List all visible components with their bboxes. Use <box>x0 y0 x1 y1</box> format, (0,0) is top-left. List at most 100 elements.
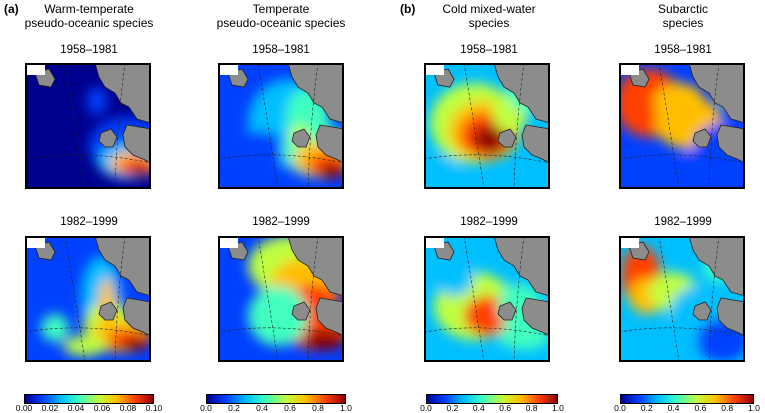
no-data-patch <box>426 65 444 75</box>
period-label: 1958–1981 <box>654 44 712 56</box>
colorbar-tick-label: 0.0 <box>200 403 212 413</box>
no-data-patch <box>220 65 238 75</box>
map-svg <box>424 63 550 189</box>
abundance-patch <box>434 256 474 296</box>
map-svg <box>619 63 745 189</box>
map-frame <box>218 63 344 189</box>
colorbar-tick-label: 0.2 <box>446 403 459 413</box>
colorbar-tick-label: 0.0 <box>420 403 432 413</box>
land-mass <box>497 128 517 148</box>
colorbar-temperate: 0.0 0.2 0.4 0.6 0.8 1.0 <box>200 391 352 413</box>
graticule-line <box>25 154 151 164</box>
no-data-patch <box>27 65 45 75</box>
map-frame <box>424 63 550 189</box>
map-frame <box>218 236 344 362</box>
panel-label-b: (b) <box>400 2 416 16</box>
column-title-subarctic: Subarctic species <box>608 2 758 30</box>
colorbar-tick-label: 0.2 <box>640 403 653 413</box>
land-mass <box>521 297 550 337</box>
colorbar-tick-label: 0.2 <box>228 403 240 413</box>
map-frame <box>619 236 745 362</box>
colorbar-tick-label: 0.04 <box>67 403 85 413</box>
land-mass <box>688 236 745 297</box>
colorbar-tick-label: 0.4 <box>472 403 485 413</box>
colorbar-cold-mixed-water: 0.0 0.2 0.4 0.6 0.8 1.0 <box>420 391 564 413</box>
abundance-patch <box>424 155 462 189</box>
graticule-line <box>218 154 344 164</box>
land-mass <box>122 297 151 337</box>
map-warm-temperate-1982-1999 <box>25 236 151 362</box>
land-mass <box>315 297 344 337</box>
map-svg <box>218 236 344 362</box>
graticule-line <box>619 327 745 337</box>
no-data-patch <box>621 65 639 75</box>
colorbar-gradient <box>206 394 346 404</box>
colorbar-tick-label: 0.4 <box>256 403 268 413</box>
map-svg <box>218 63 344 189</box>
abundance-patch <box>653 83 705 123</box>
colorbar-tick-label: 0.08 <box>119 403 137 413</box>
no-data-patch <box>220 238 238 248</box>
colorbar-tick-label: 0.4 <box>667 403 680 413</box>
graticule-line <box>424 154 550 164</box>
no-data-patch <box>426 238 444 248</box>
period-label: 1982–1999 <box>654 216 712 228</box>
column-title-cold-mixed-water: Cold mixed-water species <box>414 2 564 30</box>
column-title-warm-temperate: Warm-temperate pseudo-oceanic species <box>14 2 164 30</box>
panel-label-a: (a) <box>4 2 19 16</box>
graticule-line <box>463 236 485 362</box>
graticule-line <box>424 327 550 337</box>
map-svg <box>25 236 151 362</box>
land-mass <box>94 236 151 297</box>
graticule-line <box>513 236 525 362</box>
abundance-patch <box>474 125 506 153</box>
abundance-patch <box>322 163 342 179</box>
graticule-line <box>708 63 720 189</box>
land-mass <box>716 124 745 164</box>
abundance-patch <box>248 286 308 346</box>
land-mass <box>291 128 311 148</box>
graticule-line <box>307 236 319 362</box>
abundance-patch <box>41 314 69 342</box>
land-mass <box>521 124 550 164</box>
abundance-patch <box>228 131 288 175</box>
column-title-line2: species <box>662 16 704 30</box>
period-label: 1958–1981 <box>60 44 118 56</box>
map-warm-temperate-1958-1981 <box>25 63 151 189</box>
column-title-line2: pseudo-oceanic species <box>24 16 154 30</box>
graticule-line <box>64 236 86 362</box>
no-data-patch <box>27 238 45 248</box>
land-mass <box>98 128 118 148</box>
column-title-line1: Temperate <box>252 2 310 16</box>
period-label: 1958–1981 <box>460 44 518 56</box>
colorbar-tick-label: 1.0 <box>340 403 352 413</box>
colorbar-tick-label: 0.06 <box>93 403 111 413</box>
colorbar-subarctic: 0.0 0.2 0.4 0.6 0.8 1.0 <box>614 391 760 413</box>
map-temperate-1982-1999 <box>218 236 344 362</box>
land-mass <box>493 236 550 297</box>
graticule-line <box>658 63 680 189</box>
colorbar-tick-label: 0.0 <box>614 403 626 413</box>
map-svg <box>424 236 550 362</box>
land-mass <box>287 236 344 297</box>
land-mass <box>497 301 517 321</box>
abundance-patch <box>476 310 504 334</box>
map-subarctic-1958-1981 <box>619 63 745 189</box>
abundance-patch <box>679 147 735 187</box>
abundance-patch <box>87 87 107 115</box>
colorbar-tick-label: 1.0 <box>748 403 760 413</box>
colorbar-tick-label: 0.6 <box>499 403 512 413</box>
land-mass <box>98 301 118 321</box>
colorbar-gradient <box>426 394 558 404</box>
column-title-line1: Subarctic <box>657 2 709 16</box>
column-title-line1: Warm-temperate <box>44 2 134 16</box>
abundance-patch <box>131 165 147 177</box>
map-cold-mixed-water-1958-1981 <box>424 63 550 189</box>
no-data-patch <box>621 238 639 248</box>
land-mass <box>688 63 745 124</box>
land-mass <box>315 124 344 164</box>
map-temperate-1958-1981 <box>218 63 344 189</box>
land-mass <box>291 301 311 321</box>
colorbar-tick-label: 0.6 <box>694 403 707 413</box>
colorbar-gradient <box>24 394 154 404</box>
